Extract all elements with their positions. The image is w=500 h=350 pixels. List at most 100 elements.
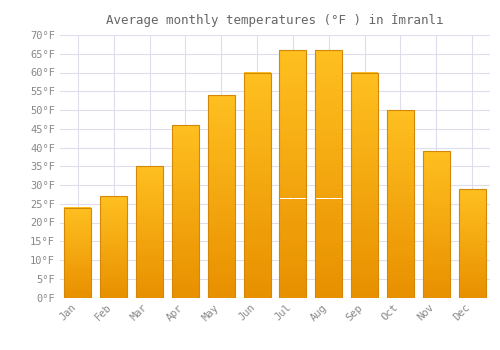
Bar (136, 292, 163, 295)
Bar (387, 110, 414, 114)
Bar (208, 184, 234, 188)
Bar (387, 245, 414, 249)
Bar (136, 222, 163, 224)
Bar (244, 131, 270, 135)
Bar (172, 194, 199, 197)
Bar (172, 222, 199, 225)
Bar (423, 222, 450, 224)
Bar (208, 95, 234, 298)
Bar (244, 149, 270, 154)
Bar (136, 266, 163, 269)
Bar (100, 251, 127, 253)
Bar (316, 119, 342, 124)
Bar (423, 201, 450, 204)
Bar (351, 158, 378, 162)
Bar (100, 267, 127, 269)
Bar (244, 95, 270, 99)
Bar (316, 238, 342, 243)
Bar (208, 152, 234, 156)
Bar (351, 167, 378, 172)
Bar (136, 174, 163, 177)
Bar (351, 145, 378, 149)
Bar (423, 224, 450, 227)
Bar (100, 271, 127, 273)
Bar (351, 217, 378, 221)
Bar (458, 241, 485, 243)
Bar (136, 287, 163, 290)
Bar (351, 113, 378, 118)
Bar (280, 85, 306, 90)
Bar (458, 210, 485, 213)
Bar (64, 242, 92, 244)
Bar (172, 215, 199, 218)
Bar (100, 295, 127, 298)
Bar (458, 282, 485, 285)
Bar (458, 245, 485, 247)
Bar (244, 185, 270, 189)
Bar (458, 254, 485, 256)
Bar (351, 261, 378, 266)
Bar (316, 139, 342, 144)
Bar (172, 146, 199, 149)
Bar (100, 223, 127, 225)
Bar (244, 288, 270, 293)
Bar (136, 229, 163, 232)
Bar (458, 199, 485, 202)
Bar (208, 168, 234, 172)
Bar (280, 273, 306, 278)
Bar (458, 274, 485, 276)
Bar (351, 108, 378, 113)
Bar (316, 50, 342, 55)
Bar (172, 139, 199, 142)
Bar (280, 174, 306, 179)
Bar (458, 243, 485, 245)
Bar (64, 209, 92, 211)
Bar (423, 280, 450, 283)
Bar (423, 239, 450, 242)
Bar (64, 281, 92, 283)
Bar (387, 181, 414, 185)
Bar (100, 235, 127, 237)
Bar (387, 110, 414, 298)
Bar (458, 234, 485, 237)
Bar (64, 240, 92, 242)
Bar (351, 104, 378, 108)
Bar (458, 189, 485, 298)
Bar (64, 229, 92, 231)
Bar (458, 267, 485, 269)
Bar (458, 208, 485, 210)
Bar (172, 270, 199, 273)
Bar (316, 278, 342, 283)
Bar (64, 285, 92, 287)
Bar (64, 222, 92, 224)
Bar (172, 204, 199, 208)
Bar (64, 231, 92, 233)
Bar (208, 212, 234, 217)
Bar (64, 287, 92, 288)
Bar (351, 203, 378, 208)
Bar (64, 211, 92, 213)
Bar (280, 149, 306, 154)
Bar (244, 158, 270, 162)
Bar (316, 203, 342, 208)
Bar (316, 134, 342, 139)
Bar (208, 217, 234, 220)
Bar (100, 210, 127, 212)
Bar (172, 149, 199, 153)
Bar (423, 274, 450, 277)
Bar (64, 274, 92, 276)
Bar (136, 203, 163, 206)
Bar (172, 125, 199, 298)
Bar (423, 236, 450, 239)
Bar (100, 263, 127, 265)
Bar (100, 237, 127, 239)
Bar (208, 233, 234, 237)
Bar (423, 166, 450, 169)
Bar (172, 284, 199, 287)
Bar (64, 263, 92, 265)
Bar (136, 237, 163, 240)
Bar (316, 194, 342, 198)
Bar (316, 55, 342, 60)
Bar (458, 195, 485, 197)
Bar (387, 140, 414, 144)
